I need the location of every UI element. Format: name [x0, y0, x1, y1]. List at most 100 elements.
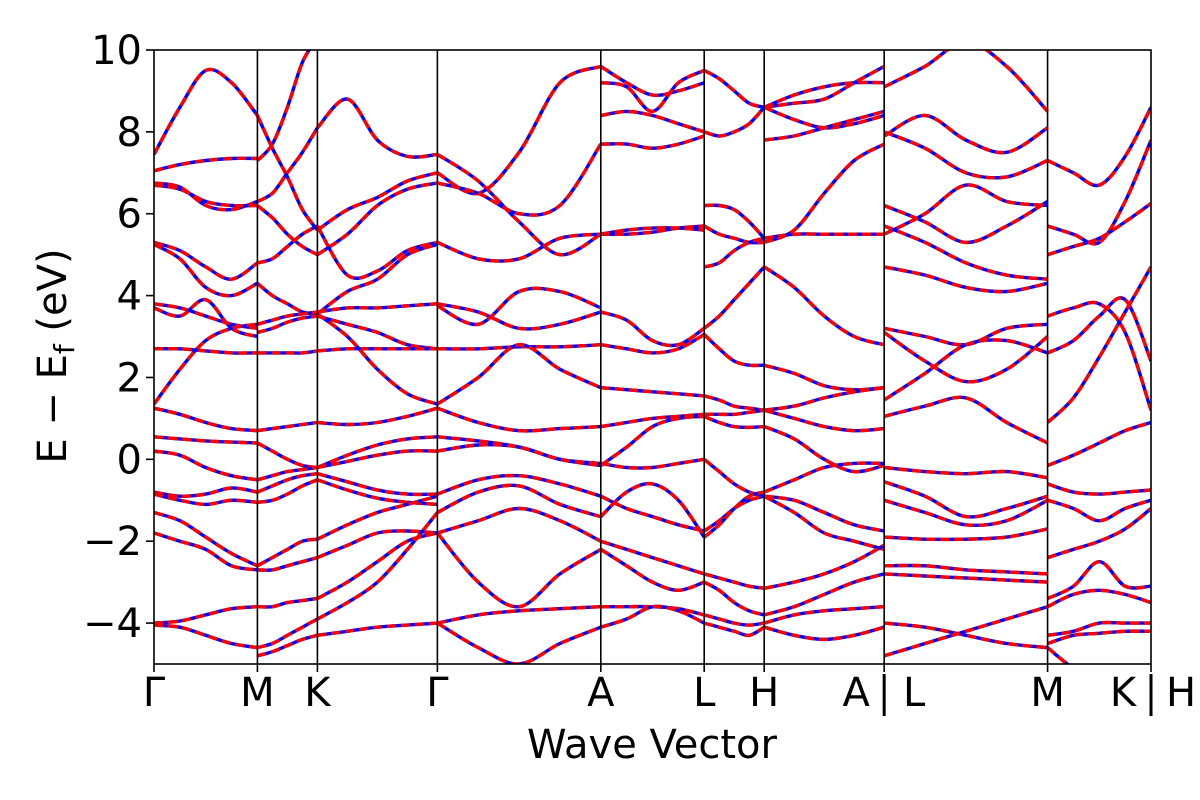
band-line-interpolated — [437, 302, 602, 331]
band-line-interpolated — [315, 225, 438, 280]
y-tick-label: 10 — [91, 28, 142, 74]
band-line-interpolated — [883, 113, 1049, 155]
band-line-dft — [316, 97, 438, 159]
band-line-interpolated — [883, 200, 1049, 245]
band-line-interpolated — [883, 183, 1048, 236]
x-tick-label: K — [304, 670, 332, 716]
band-line-interpolated — [316, 312, 438, 406]
band-line-interpolated — [763, 265, 885, 347]
band-line-interpolated — [599, 547, 705, 593]
band-line-interpolated — [256, 441, 318, 470]
band-line-dft — [316, 171, 438, 232]
y-tick-label: 6 — [117, 192, 142, 238]
band-line-interpolated — [436, 531, 602, 609]
band-line-interpolated — [763, 386, 885, 412]
band-line-interpolated — [436, 506, 602, 543]
band-line-interpolated — [883, 50, 1049, 113]
band-line-interpolated — [600, 604, 705, 617]
band-line-interpolated — [763, 142, 886, 245]
band-line-interpolated — [436, 343, 602, 406]
band-line-interpolated — [154, 492, 258, 507]
band-line-dft — [436, 343, 602, 406]
band-line-interpolated — [1047, 202, 1151, 257]
band-line-dft — [703, 457, 765, 498]
band-line-interpolated — [883, 338, 1049, 402]
band-line-interpolated — [316, 181, 438, 257]
band-line-dft — [884, 621, 1048, 650]
band-line-interpolated — [600, 134, 705, 150]
band-line-interpolated — [600, 539, 705, 576]
band-line-interpolated — [763, 425, 885, 474]
band-line-interpolated — [437, 442, 601, 466]
band-line-dft — [154, 67, 259, 156]
band-line-dft — [1047, 507, 1151, 560]
band-line-interpolated — [1046, 559, 1151, 601]
x-tick-label: Γ — [143, 670, 166, 716]
band-line-interpolated — [436, 64, 602, 196]
band-line-interpolated — [704, 203, 766, 240]
band-line-interpolated — [436, 473, 602, 498]
band-line-dft — [703, 494, 765, 533]
band-line-interpolated — [704, 408, 765, 417]
band-line-interpolated — [763, 80, 885, 109]
band-line-interpolated — [1047, 498, 1151, 523]
band-line-interpolated — [600, 226, 705, 236]
band-line-interpolated — [316, 494, 438, 541]
band-line-interpolated — [703, 236, 765, 269]
band-line-dft — [316, 511, 439, 621]
band-line-interpolated — [436, 143, 603, 217]
band-line-interpolated — [763, 494, 885, 533]
band-line-interpolated — [600, 604, 705, 629]
band-line-dft — [884, 563, 1048, 576]
band-line-dft — [883, 480, 1049, 519]
band-line-interpolated — [257, 555, 318, 572]
band-line-interpolated — [154, 406, 258, 433]
band-line-interpolated — [599, 414, 705, 467]
band-line-dft — [436, 64, 602, 196]
band-line-interpolated — [154, 297, 258, 339]
band-line-dft — [154, 449, 258, 482]
band-line-interpolated — [257, 478, 319, 504]
band-line-interpolated — [317, 621, 438, 637]
band-line-interpolated — [763, 543, 886, 590]
x-tick-label: M — [1030, 670, 1065, 716]
band-line-interpolated — [316, 511, 439, 621]
y-axis-title-subscript: f — [48, 343, 81, 354]
y-tick-label: 8 — [117, 110, 142, 156]
band-line-dft — [317, 25, 437, 41]
band-line-dft — [703, 394, 765, 412]
band-line-interpolated — [763, 494, 885, 552]
band-line-interpolated — [154, 605, 258, 625]
band-line-interpolated — [1046, 646, 1071, 664]
band-line-dft — [154, 156, 258, 173]
band-line-interpolated — [154, 156, 258, 173]
band-line-interpolated — [703, 265, 766, 330]
band-line-dft — [437, 605, 601, 625]
band-line-interpolated — [317, 302, 438, 314]
y-tick-label: −2 — [83, 519, 142, 565]
band-line-interpolated — [600, 386, 705, 398]
band-line-interpolated — [256, 465, 318, 482]
high-symmetry-lines — [256, 50, 1049, 664]
y-tick-label: −4 — [83, 601, 142, 647]
band-line-interpolated — [256, 281, 318, 316]
band-line-interpolated — [316, 529, 438, 560]
y-axis-title-unit: (eV) — [30, 248, 76, 344]
band-line-dft — [884, 527, 1048, 542]
band-line-dft — [599, 64, 705, 98]
band-line-interpolated — [703, 106, 766, 138]
band-line-dft — [763, 142, 886, 245]
band-line-dft — [884, 572, 1048, 584]
x-tick-label: A — [587, 670, 615, 716]
band-line-interpolated — [257, 349, 318, 355]
band-line-interpolated — [256, 126, 319, 204]
band-line-interpolated — [703, 394, 765, 412]
band-line-dft — [154, 322, 258, 406]
band-line-interpolated — [703, 580, 765, 617]
band-line-dft — [1047, 202, 1151, 257]
band-line-interpolated — [316, 531, 438, 600]
band-line-interpolated — [436, 286, 602, 327]
band-line-interpolated — [256, 617, 319, 650]
